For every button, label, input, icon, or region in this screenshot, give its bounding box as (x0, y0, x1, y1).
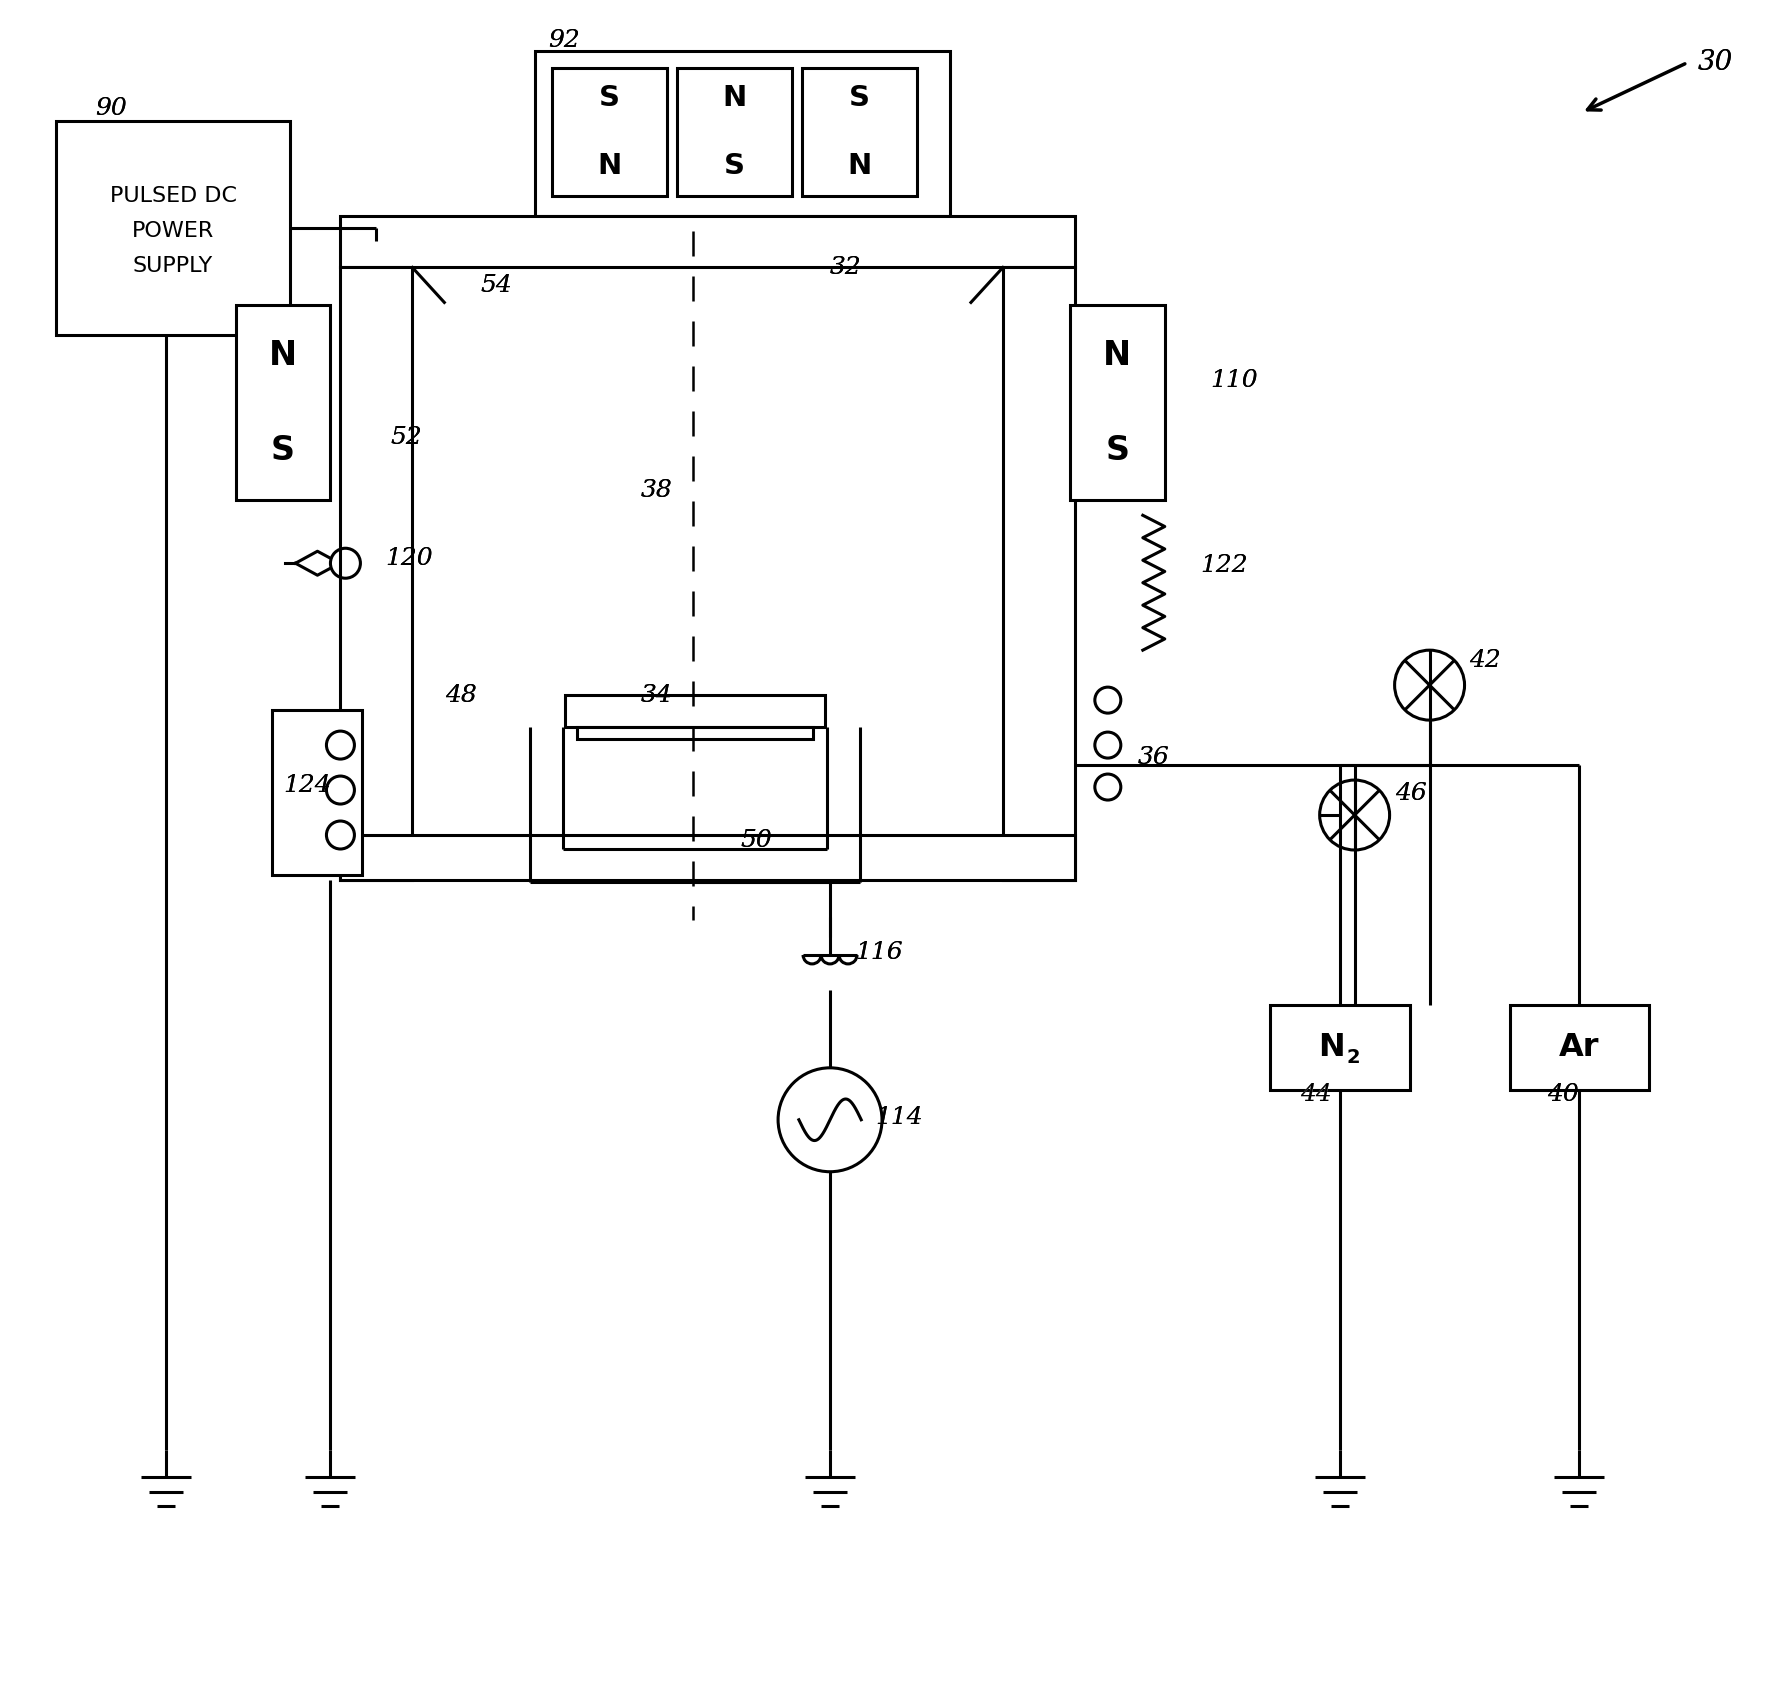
Text: 36: 36 (1137, 746, 1169, 768)
Text: N: N (598, 151, 621, 180)
Text: 48: 48 (445, 683, 477, 707)
Bar (340, 835, 1075, 881)
Text: 32: 32 (829, 257, 862, 279)
Text: 116: 116 (854, 942, 902, 964)
Text: 46: 46 (1394, 782, 1426, 804)
Text: 44: 44 (1299, 1083, 1331, 1107)
Text: 50: 50 (740, 828, 773, 852)
Text: 32: 32 (829, 257, 862, 279)
Text: 110: 110 (1210, 369, 1257, 393)
Text: S: S (1105, 434, 1129, 468)
Text: 120: 120 (386, 547, 433, 570)
Text: 36: 36 (1137, 746, 1169, 768)
Bar (55, 121, 290, 335)
Bar (235, 306, 331, 500)
Text: 34: 34 (641, 683, 671, 707)
Bar (566, 695, 826, 728)
Bar (676, 68, 792, 196)
Text: 52: 52 (390, 425, 422, 449)
Text: S: S (849, 83, 870, 112)
Text: 48: 48 (445, 683, 477, 707)
Text: 116: 116 (854, 942, 902, 964)
Text: 114: 114 (876, 1107, 922, 1129)
Bar (1509, 1005, 1650, 1090)
Bar (1269, 1005, 1410, 1090)
Text: 124: 124 (283, 774, 331, 797)
Text: 122: 122 (1200, 554, 1248, 576)
Text: 50: 50 (740, 828, 773, 852)
Text: S: S (724, 151, 746, 180)
Text: POWER: POWER (132, 221, 214, 241)
Text: 46: 46 (1394, 782, 1426, 804)
Bar (577, 728, 813, 740)
Text: 54: 54 (481, 274, 513, 297)
Text: N: N (723, 83, 748, 112)
Text: 90: 90 (96, 97, 128, 121)
Text: 40: 40 (1547, 1083, 1579, 1107)
Text: 92: 92 (548, 29, 580, 53)
Text: 40: 40 (1547, 1083, 1579, 1107)
Text: 30: 30 (1698, 49, 1732, 76)
Text: S: S (600, 83, 619, 112)
Bar (272, 711, 363, 876)
Text: N: N (269, 338, 297, 372)
Text: 34: 34 (641, 683, 671, 707)
Text: 110: 110 (1210, 369, 1257, 393)
Text: 114: 114 (876, 1107, 922, 1129)
Text: N: N (847, 151, 872, 180)
Text: PULSED DC: PULSED DC (110, 185, 237, 206)
Text: Ar: Ar (1559, 1032, 1600, 1062)
Text: N: N (1319, 1032, 1346, 1062)
Text: 52: 52 (390, 425, 422, 449)
Text: 54: 54 (481, 274, 513, 297)
Text: 38: 38 (641, 479, 671, 502)
Text: 42: 42 (1470, 649, 1501, 672)
Text: 90: 90 (96, 97, 128, 121)
Text: N: N (1104, 338, 1132, 372)
Bar (552, 68, 668, 196)
Bar (1070, 306, 1164, 500)
Text: S: S (271, 434, 295, 468)
Bar (340, 216, 1075, 267)
Text: SUPPLY: SUPPLY (134, 257, 214, 275)
Text: 124: 124 (283, 774, 331, 797)
Bar (1002, 267, 1075, 881)
Text: 44: 44 (1299, 1083, 1331, 1107)
Text: 122: 122 (1200, 554, 1248, 576)
Text: 2: 2 (1347, 1047, 1360, 1068)
Text: 38: 38 (641, 479, 671, 502)
Text: 92: 92 (548, 29, 580, 53)
Text: 120: 120 (386, 547, 433, 570)
Bar (803, 68, 917, 196)
Bar (536, 51, 951, 216)
Bar (340, 267, 413, 881)
Text: 44: 44 (1299, 1083, 1331, 1107)
Text: 42: 42 (1470, 649, 1501, 672)
Text: 30: 30 (1698, 49, 1732, 76)
